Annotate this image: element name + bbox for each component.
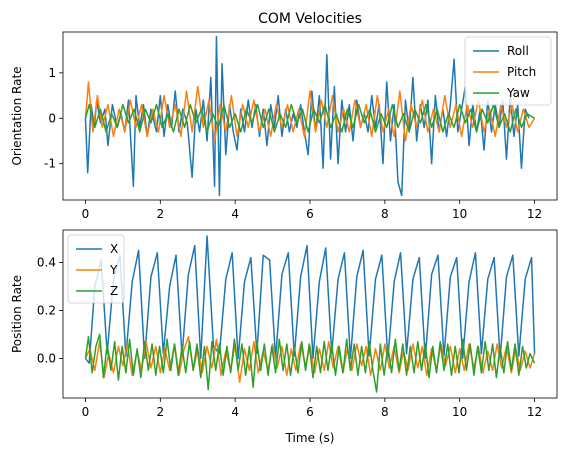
panel-position: 0 2 4 6 8 10 12 0.0 0.2 0.4 Position Rate Time (s) X…	[10, 229, 558, 445]
x-tick-label: 0	[82, 405, 90, 419]
legend-label-roll: Roll	[507, 44, 529, 58]
x-tick-label: 12	[527, 405, 542, 419]
x-tick-label: 10	[452, 207, 467, 221]
legend-label-pitch: Pitch	[507, 65, 536, 79]
y-axis-label: Orientation Rate	[10, 66, 24, 165]
legend-box	[67, 234, 125, 304]
plot-area	[84, 35, 536, 197]
legend-label-y: Y	[109, 263, 118, 277]
x-tick-label: 6	[306, 405, 314, 419]
x-tick-label: 2	[156, 207, 164, 221]
y-tick-label: 0.4	[37, 255, 56, 269]
y-axis-label: Position Rate	[10, 275, 24, 353]
figure-title: COM Velocities	[258, 11, 362, 27]
plot-area	[84, 235, 536, 393]
x-tick-label: 8	[381, 207, 389, 221]
series-line-yaw	[84, 103, 535, 133]
x-tick-label: 4	[231, 405, 239, 419]
x-tick-label: 6	[306, 207, 314, 221]
x-tick-label: 12	[527, 207, 542, 221]
legend: XYZ	[67, 234, 125, 304]
x-axis-label: Time (s)	[285, 431, 335, 445]
x-tick-label: 8	[381, 405, 389, 419]
x-tick-label: 2	[156, 405, 164, 419]
y-tick-label: 0	[48, 111, 56, 125]
series-line-z	[84, 333, 536, 393]
legend-label-yaw: Yaw	[506, 86, 530, 100]
y-tick-label: 0.2	[37, 303, 56, 317]
legend: Roll Pitch Yaw	[464, 36, 552, 106]
x-tick-label: 4	[231, 207, 239, 221]
x-tick-label: 0	[82, 207, 90, 221]
series-line-roll	[84, 35, 530, 197]
series-line-pitch	[84, 81, 536, 142]
panel-orientation: 0 2 4 6 8 10 12 -1 0 1 Orientation Rate Roll Pitch Ya…	[10, 31, 558, 221]
y-tick-label: 1	[48, 66, 56, 80]
x-tick-label: 10	[452, 405, 467, 419]
legend-label-x: X	[110, 242, 118, 256]
legend-box	[464, 36, 552, 106]
y-tick-label: 0.0	[37, 351, 56, 365]
y-tick-label: -1	[44, 157, 56, 171]
legend-label-z: Z	[110, 284, 118, 298]
